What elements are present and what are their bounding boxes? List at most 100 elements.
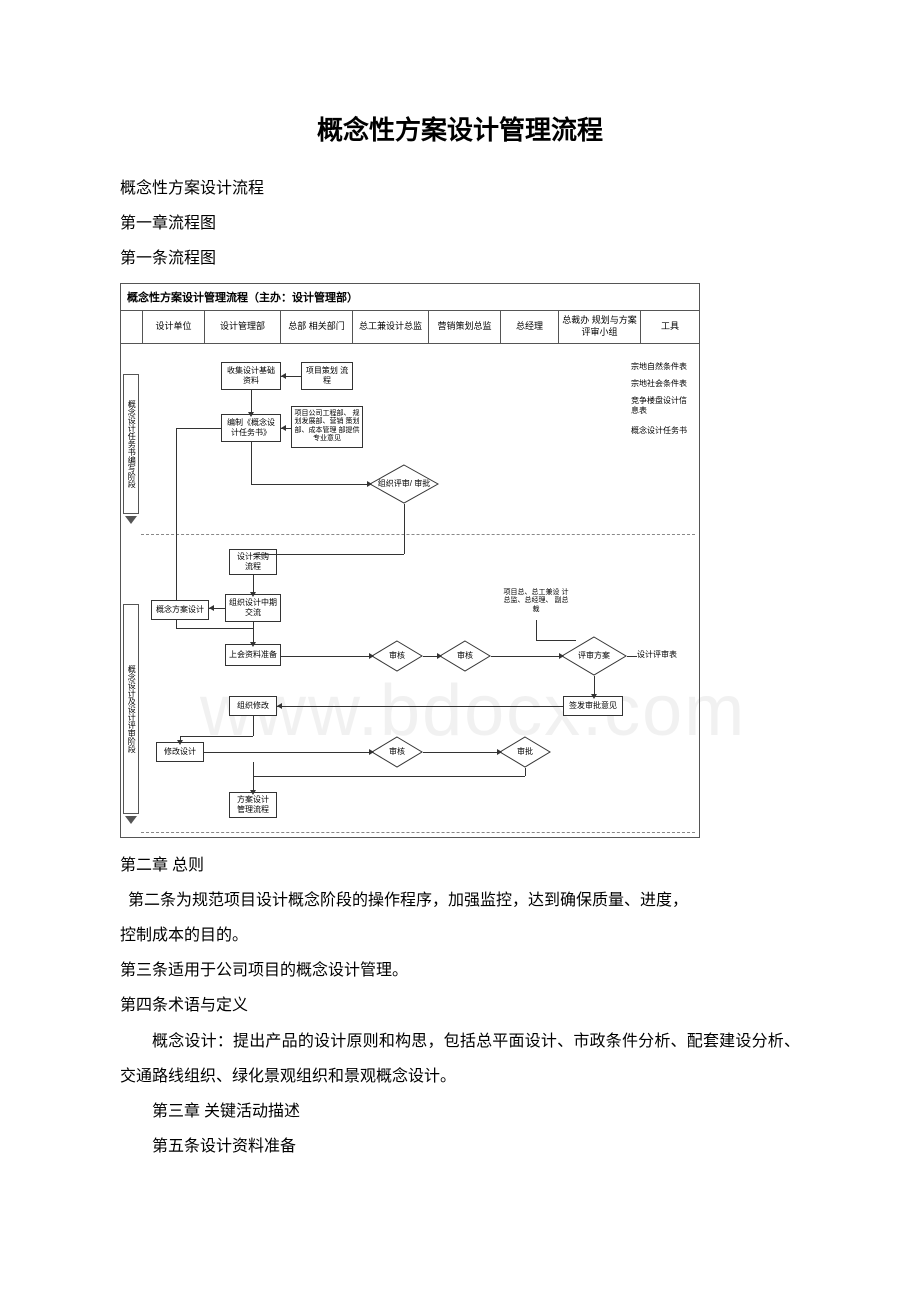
node-review4-label: 审批 — [499, 736, 551, 768]
tool2: 宗地社会条件表 — [631, 379, 687, 389]
ln — [423, 752, 499, 753]
node-mgmtflow: 方案设计 管理流程 — [229, 792, 277, 818]
document-title: 概念性方案设计管理流程 — [120, 110, 800, 147]
ar — [437, 653, 442, 659]
ar — [559, 653, 564, 659]
ln — [253, 716, 254, 736]
phase2-label: 概念设计及设计评审阶段 — [123, 604, 139, 814]
ar — [369, 749, 374, 755]
ln — [281, 656, 371, 657]
para-subtitle: 概念性方案设计流程 — [120, 171, 800, 206]
node-review2: 审核 — [439, 640, 491, 672]
para-art2: 第二条为规范项目设计概念阶段的操作程序，加强监控，达到确保质量、进度， — [120, 883, 800, 918]
node-plan: 项目策划 流程 — [301, 362, 353, 390]
para-def: 概念设计：提出产品的设计原则和构思，包括总平面设计、市政条件分析、配套建设分析、… — [120, 1024, 800, 1094]
node-related: 项目公司工程部、 规划发展部、营销 策划部、成本管理 部提供专业意见 — [291, 406, 363, 448]
para-art5: 第五条设计资料准备 — [120, 1129, 800, 1164]
node-moddesign: 修改设计 — [156, 742, 204, 762]
node-orgreview: 组织评审/ 审批 — [369, 464, 439, 504]
ln — [176, 428, 221, 429]
node-evalplan-label: 评审方案 — [561, 636, 627, 676]
para-art4: 第四条术语与定义 — [120, 988, 800, 1023]
ar — [209, 605, 214, 611]
para-art3: 第三条适用于公司项目的概念设计管理。 — [120, 953, 800, 988]
node-review2-label: 审核 — [439, 640, 491, 672]
ln — [251, 442, 252, 484]
phase1-arrow — [125, 516, 137, 524]
ln — [253, 622, 254, 644]
col-marketing: 营销策划总监 — [429, 311, 501, 343]
ln — [491, 656, 561, 657]
node-upload: 上会资料准备 — [225, 644, 281, 666]
node-procure: 设计采购 流程 — [229, 549, 277, 575]
col-chief-eng: 总工兼设计总监 — [353, 311, 429, 343]
node-evalplan: 评审方案 — [561, 636, 627, 676]
ar — [369, 653, 374, 659]
node-compile: 编制《概念设 计任务书》 — [221, 414, 281, 442]
ln — [204, 752, 371, 753]
ln — [251, 390, 252, 414]
node-orgmod: 组织修改 — [229, 696, 277, 716]
ar — [281, 425, 286, 431]
para-art1: 第一条流程图 — [120, 241, 800, 276]
node-review4: 审批 — [499, 736, 551, 768]
ln — [253, 554, 404, 555]
node-midcomm: 组织设计中期 交流 — [225, 594, 281, 622]
col-tools: 工具 — [641, 311, 699, 343]
col-gm: 总经理 — [501, 311, 559, 343]
ln — [253, 776, 525, 777]
ar — [277, 703, 282, 709]
flowchart-container: 概念性方案设计管理流程（主办：设计管理部） 设计单位 设计管理部 总部 相关部门… — [120, 283, 700, 838]
node-concept: 概念方案设计 — [151, 600, 209, 620]
node-review3: 审核 — [371, 736, 423, 768]
ln — [404, 504, 405, 554]
ar — [367, 481, 372, 487]
flowchart-header-row: 设计单位 设计管理部 总部 相关部门 总工兼设计总监 营销策划总监 总经理 总裁… — [121, 311, 699, 344]
ar — [248, 412, 254, 417]
flowchart-title: 概念性方案设计管理流程（主办：设计管理部） — [121, 284, 699, 311]
tool1: 宗地自然条件表 — [631, 362, 687, 372]
node-orgreview-label: 组织评审/ 审批 — [369, 464, 439, 504]
flowchart-body: 概念设计任务书编写阶段 概念设计及设计评审阶段 收集设计基础 资料 项目策划 流… — [121, 344, 699, 844]
ar — [250, 790, 256, 795]
ar — [250, 642, 256, 647]
node-issue: 签发审批意见 — [563, 696, 623, 716]
col-hq-dept: 总部 相关部门 — [281, 311, 353, 343]
tool5: 设计评审表 — [637, 650, 677, 660]
ln — [176, 628, 253, 629]
ln — [176, 428, 177, 628]
ar — [177, 740, 183, 745]
node-review1: 审核 — [371, 640, 423, 672]
col-design-unit: 设计单位 — [143, 311, 205, 343]
para-art2b: 控制成本的目的。 — [120, 918, 800, 953]
node-review3-label: 审核 — [371, 736, 423, 768]
ar — [281, 373, 286, 379]
ar — [497, 749, 502, 755]
ln — [536, 640, 576, 641]
ar — [250, 592, 256, 597]
ln — [627, 656, 637, 657]
ln — [251, 484, 369, 485]
dash2 — [141, 832, 695, 833]
dash1 — [141, 534, 695, 535]
ln — [176, 620, 177, 628]
para-ch2: 第二章 总则 — [120, 848, 800, 883]
col-design-mgmt: 设计管理部 — [205, 311, 281, 343]
ln — [536, 620, 537, 640]
phase1-label: 概念设计任务书编写阶段 — [123, 374, 139, 514]
node-attend: 项目总、总工兼设 计总监、总经理、 副总裁 — [501, 584, 571, 620]
ln — [277, 706, 563, 707]
tool4: 概念设计任务书 — [631, 426, 687, 436]
ln — [253, 762, 254, 792]
phase2-arrow — [125, 816, 137, 824]
tool3: 竞争楼盘设计信 息表 — [631, 396, 687, 417]
para-ch1: 第一章流程图 — [120, 206, 800, 241]
ln — [594, 676, 595, 696]
node-collect: 收集设计基础 资料 — [221, 362, 281, 390]
para-ch3: 第三章 关键活动描述 — [120, 1094, 800, 1129]
ar — [591, 694, 597, 699]
ln — [525, 768, 526, 776]
col-phase — [121, 311, 143, 343]
col-president: 总裁办 规划与方案评审小组 — [559, 311, 641, 343]
ln — [180, 736, 253, 737]
